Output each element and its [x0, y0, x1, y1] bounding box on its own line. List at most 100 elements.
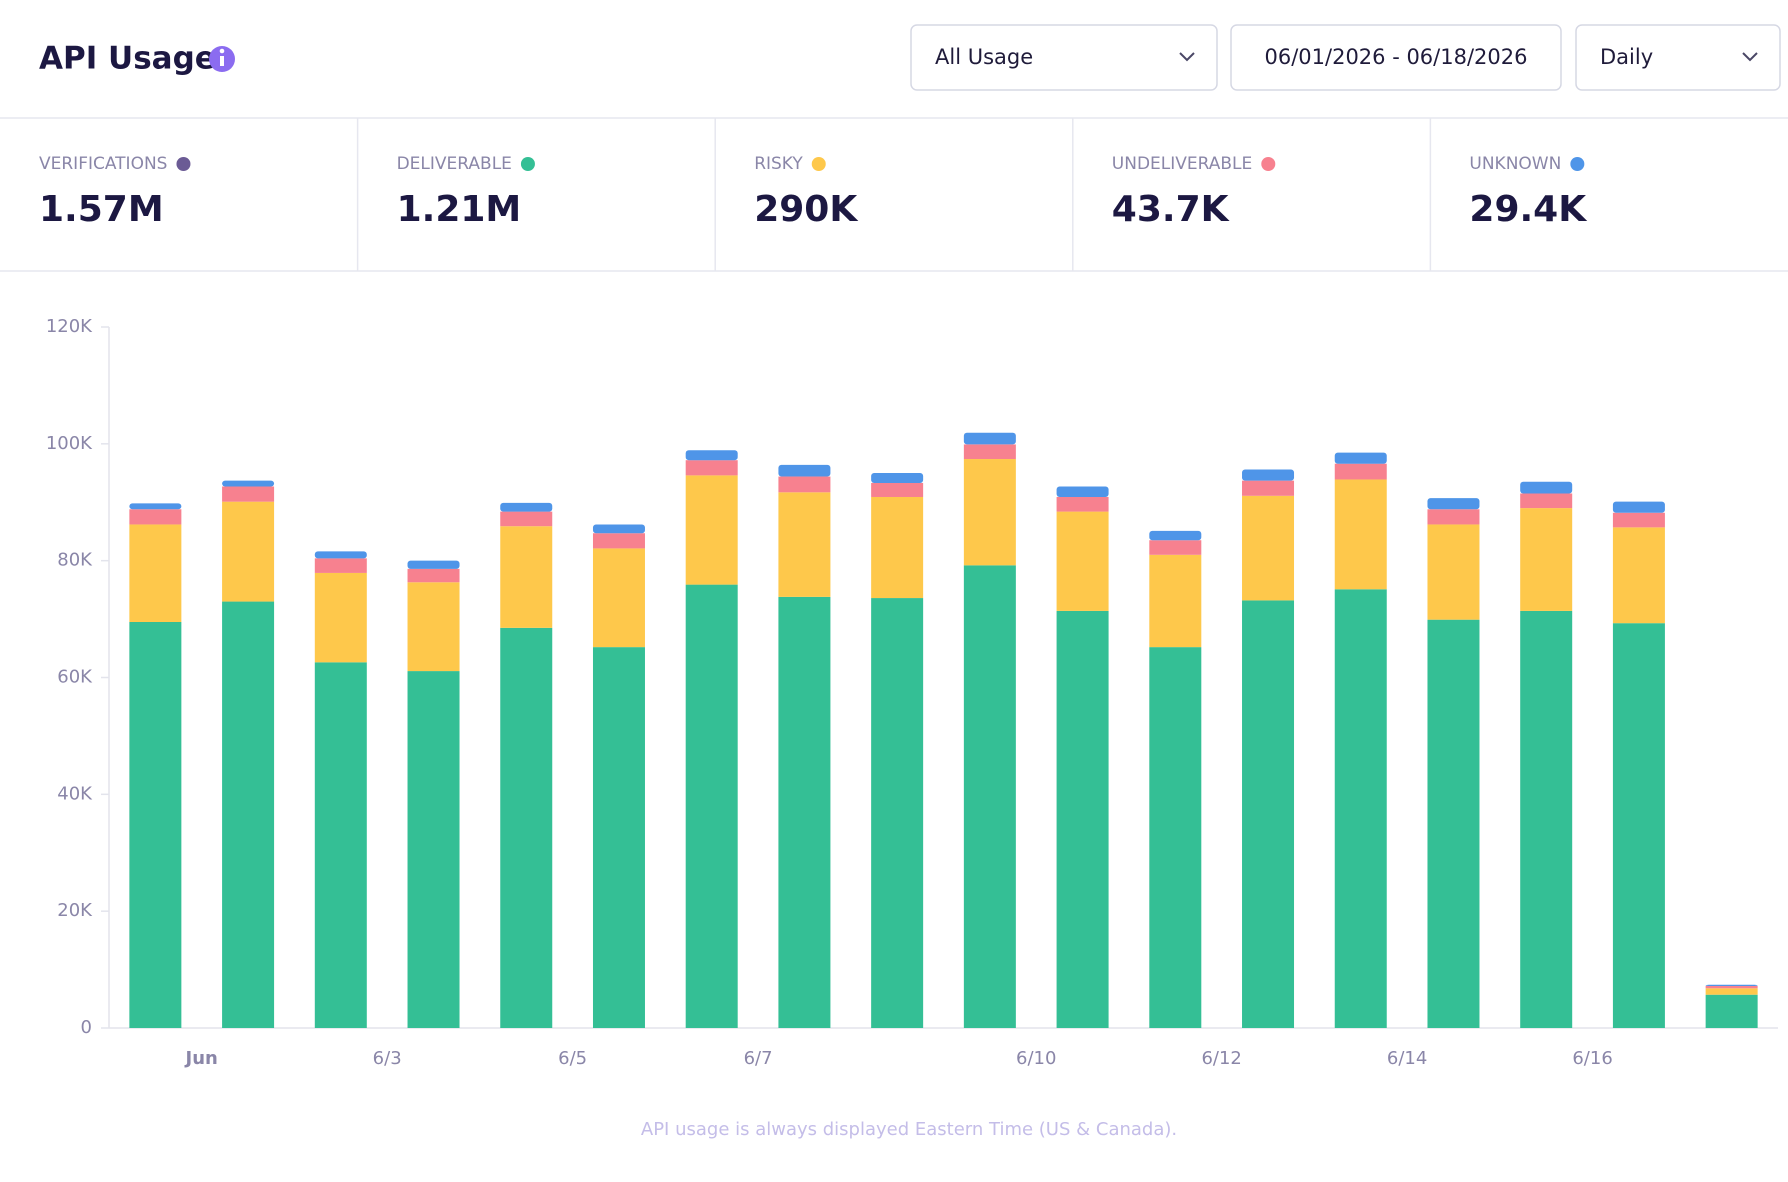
stat-label: UNDELIVERABLE: [1112, 154, 1252, 174]
x-tick-label: 6/7: [744, 1048, 773, 1069]
bar-segment: [1242, 600, 1295, 1028]
bar-segment: [129, 524, 182, 623]
bar-segment: [685, 460, 738, 476]
stat-value: 43.7K: [1112, 189, 1230, 230]
bar-segment: [1334, 589, 1387, 1028]
bar-segment: [592, 524, 645, 534]
bar-segment: [1056, 496, 1109, 512]
y-tick-label: 100K: [46, 433, 93, 454]
bar-segment: [314, 558, 367, 573]
interval-text: Daily: [1600, 45, 1653, 69]
bar-segment: [685, 475, 738, 585]
stat-dot: [1261, 157, 1276, 171]
stat-dot: [811, 157, 826, 171]
y-tick-label: 0: [81, 1017, 92, 1038]
bar-segment: [407, 671, 460, 1028]
bar-segment: [871, 598, 924, 1028]
stat-dot: [1570, 157, 1585, 171]
date-range-picker[interactable]: 06/01/2026 - 06/18/2026: [1230, 24, 1562, 91]
usage-filter-dropdown[interactable]: All Usage: [910, 24, 1218, 91]
x-tick-label: 6/3: [373, 1048, 402, 1069]
y-tick-label: 20K: [57, 900, 93, 921]
bar-segment: [222, 501, 275, 602]
bar-segment: [778, 596, 831, 1028]
bar-segment: [500, 502, 553, 512]
bar-segment: [871, 496, 924, 599]
bar-segment: [1427, 509, 1480, 525]
bar-segment: [1612, 512, 1665, 528]
bar-segment: [1612, 527, 1665, 624]
y-tick-label: 120K: [46, 316, 93, 337]
bar-segment: [1056, 486, 1109, 497]
bar-segment: [685, 450, 738, 461]
x-tick-label: 6/14: [1387, 1048, 1427, 1069]
stats-row: VERIFICATIONS 1.57M DELIVERABLE 1.21M RISKY 2…: [39, 118, 1587, 271]
x-tick-label: Jun: [184, 1048, 218, 1069]
bar-segment: [222, 601, 275, 1028]
bar-segment: [778, 464, 831, 477]
bar-segment: [871, 482, 924, 497]
bar-segment: [1520, 610, 1573, 1028]
bar-segment: [407, 560, 460, 569]
bar-segment: [963, 565, 1016, 1028]
bar-segment: [1334, 452, 1387, 464]
y-tick-label: 60K: [57, 667, 93, 688]
stat-dot: [176, 157, 191, 171]
bar-segment: [314, 662, 367, 1028]
bar-segment: [1520, 481, 1573, 494]
bar-segment: [1334, 463, 1387, 480]
usage-chart: 0 20K 40K 60K 80K 100K 120K Jun 6/3 6/5 6/7 6/10 6/1…: [46, 316, 1778, 1069]
bar-segment: [963, 432, 1016, 445]
bar-segment: [592, 548, 645, 648]
bar-segment: [592, 647, 645, 1028]
bar-segment: [407, 568, 460, 583]
bar-segment: [963, 459, 1016, 566]
bar-segment: [592, 533, 645, 549]
bar-segment: [1520, 493, 1573, 509]
bar-segment: [1705, 985, 1758, 989]
bar-segment: [1427, 498, 1480, 510]
x-tick-label: 6/12: [1201, 1048, 1241, 1069]
bar-segment: [1242, 480, 1295, 496]
bar-segment: [1427, 619, 1480, 1028]
bar-segment: [314, 572, 367, 663]
bar-segment: [1705, 994, 1758, 1028]
bar-segment: [500, 627, 553, 1028]
bar-segment: [1705, 988, 1758, 995]
bar-segment: [1705, 984, 1758, 986]
bar-segment: [129, 622, 182, 1028]
bar-segment: [129, 503, 182, 510]
bar-segment: [1427, 524, 1480, 620]
x-tick-label: 6/16: [1572, 1048, 1612, 1069]
stat-value: 1.57M: [39, 189, 164, 230]
bar-segment: [871, 473, 924, 483]
interval-dropdown[interactable]: Daily: [1575, 24, 1781, 91]
stat-dot: [520, 157, 535, 171]
bar-segment: [500, 511, 553, 527]
bar-segment: [1149, 554, 1202, 648]
timezone-note: API usage is always displayed Eastern Ti…: [641, 1119, 1177, 1140]
bar-segment: [1612, 501, 1665, 513]
x-tick-label: 6/5: [558, 1048, 587, 1069]
stat-label: UNKNOWN: [1469, 154, 1561, 174]
bar-segment: [1056, 610, 1109, 1028]
stat-label: DELIVERABLE: [397, 154, 512, 174]
bar-segment: [1056, 511, 1109, 611]
bar-segment: [1149, 540, 1202, 555]
bar-segment: [1242, 469, 1295, 481]
stat-label: VERIFICATIONS: [39, 154, 167, 174]
page-title: API Usage: [39, 41, 216, 77]
info-icon[interactable]: [209, 46, 235, 72]
bar-segment: [500, 526, 553, 628]
bar-segment: [1612, 623, 1665, 1028]
bar-segment: [1149, 530, 1202, 541]
bar-segment: [1520, 508, 1573, 611]
bar-segment: [778, 476, 831, 493]
bar-segment: [407, 582, 460, 672]
bar-segment: [1149, 647, 1202, 1028]
bar-segment: [129, 509, 182, 525]
bar-segment: [222, 480, 275, 487]
stat-value: 29.4K: [1469, 189, 1587, 230]
bar-segment: [1334, 479, 1387, 590]
